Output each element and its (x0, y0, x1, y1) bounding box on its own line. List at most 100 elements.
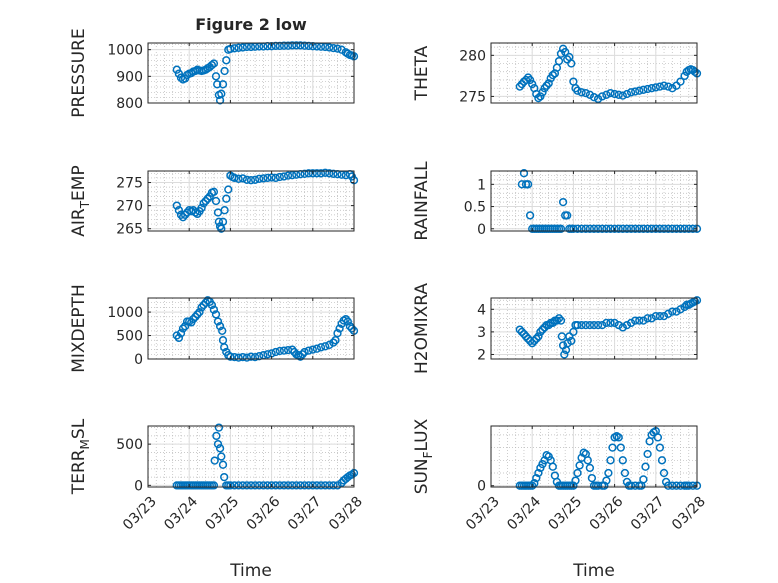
data-point (189, 314, 198, 324)
data-point (573, 86, 582, 95)
data-point (308, 169, 317, 178)
data-point (275, 172, 284, 182)
subplot-theta: 275 280 THETA (412, 42, 702, 105)
data-point (647, 314, 656, 323)
data-point (259, 174, 268, 183)
data-point (639, 316, 648, 325)
data-point (296, 41, 305, 50)
data-point (263, 173, 272, 183)
data-point (246, 42, 256, 52)
x-tick-label: 03/23 (120, 494, 160, 534)
data-point (267, 481, 276, 490)
data-point (234, 174, 243, 183)
axes-box (490, 425, 698, 488)
data-point (569, 224, 578, 233)
data-point (602, 318, 611, 328)
x-axis-label-left: Time (229, 561, 272, 581)
data-point (598, 224, 607, 233)
data-point (304, 169, 313, 178)
y-axis-label: PRESSURE (69, 28, 89, 117)
data-point (329, 169, 338, 178)
data-point (333, 44, 342, 53)
data-point (242, 42, 252, 52)
data-point (598, 92, 607, 101)
data-point (643, 84, 652, 94)
y-axis-label: SUNFLUX (412, 418, 435, 494)
data-point (614, 90, 623, 99)
data-point (521, 332, 531, 341)
data-point (614, 433, 623, 442)
data-point (563, 55, 572, 64)
data-point (222, 56, 231, 65)
y-tick-label: 4 (477, 302, 486, 318)
data-point (217, 89, 226, 98)
data-point (329, 43, 338, 53)
data-point (653, 433, 663, 442)
data-point (333, 481, 342, 490)
data-point (684, 224, 693, 233)
data-point (655, 311, 665, 321)
data-point (672, 81, 681, 90)
data-point (585, 90, 595, 99)
data-point (234, 43, 243, 52)
data-point (585, 320, 595, 330)
data-point (250, 481, 260, 490)
data-point (199, 300, 208, 310)
data-point (575, 461, 584, 470)
data-point (528, 339, 537, 348)
y-tick-label: 0 (134, 478, 143, 494)
data-point (536, 327, 545, 337)
data-point (639, 475, 648, 484)
data-point (556, 224, 566, 233)
data-point (312, 169, 322, 178)
y-tick-label: 275 (459, 89, 486, 105)
data-point (255, 352, 264, 361)
data-point (560, 350, 569, 359)
data-point (209, 59, 219, 68)
data-point (259, 481, 268, 490)
data-point (525, 75, 535, 85)
data-point (304, 481, 313, 490)
data-point (676, 305, 685, 314)
data-point (203, 194, 212, 203)
data-point (593, 320, 603, 330)
data-point (180, 322, 190, 331)
data-point (296, 481, 305, 490)
y-axis-label: MIXDEPTH (69, 284, 89, 373)
data-point (647, 224, 656, 233)
data-point (631, 316, 640, 325)
data-point (174, 206, 184, 215)
x-tick-label: 03/23 (463, 494, 503, 534)
data-point (250, 352, 260, 362)
data-point (172, 201, 181, 210)
subplot-rainfall: 0 0.5 1 RAINFALL (412, 161, 702, 241)
data-point (250, 175, 260, 184)
data-point (176, 329, 186, 338)
data-point (548, 462, 557, 471)
data-point (275, 481, 284, 490)
data-point (308, 481, 317, 490)
data-point (538, 325, 547, 334)
subplot-terr_msl: 0 500 03/23 03/24 03/25 03/26 03/27 03/28 TERRMS… (69, 418, 366, 533)
data-point (569, 481, 578, 490)
data-point (534, 93, 543, 103)
data-point (308, 345, 317, 354)
data-point (234, 353, 243, 362)
data-point (635, 224, 644, 233)
data-point (614, 320, 623, 330)
data-point (643, 224, 652, 233)
data-point (577, 224, 586, 233)
data-point (271, 347, 280, 357)
y-tick-label: 0 (477, 222, 486, 238)
data-point (214, 217, 224, 226)
data-point (655, 443, 665, 452)
data-point (213, 80, 222, 89)
data-point (172, 65, 181, 74)
data-point (581, 320, 590, 330)
data-point (226, 481, 235, 490)
data-point (213, 439, 223, 449)
subplot-h2omixra: 2 3 4 H2OMIXRA (412, 283, 702, 374)
data-point (626, 481, 636, 490)
data-point (573, 224, 582, 233)
data-point (279, 346, 289, 355)
